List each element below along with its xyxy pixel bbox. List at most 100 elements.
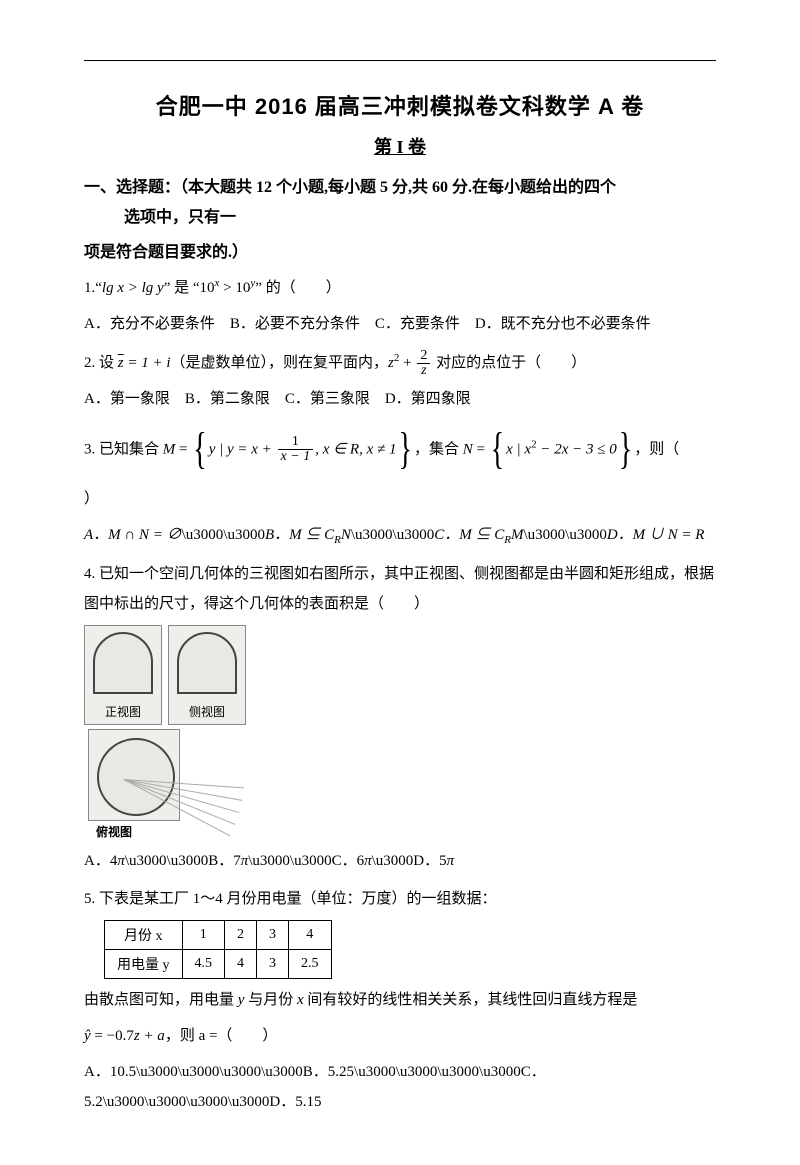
question-1: 1.“lg x > lg y” 是 “10x > 10y” 的（ ） — [84, 272, 716, 303]
q2-frac-den: z — [417, 364, 430, 378]
question-4: 4. 已知一个空间几何体的三视图如右图所示，其中正视图、侧视图都是由半圆和矩形组… — [84, 559, 716, 619]
q1-expr1: lg x > lg y — [102, 280, 164, 296]
q4-piD: π — [447, 853, 455, 869]
q4-optC: C．6 — [332, 853, 365, 869]
q5-text2: 由散点图可知，用电量 y 与月份 x 间有较好的线性相关关系，其线性回归直线方程… — [84, 985, 716, 1015]
question-5: 5. 下表是某工厂 1～4 月份用电量（单位：万度）的一组数据： — [84, 884, 716, 914]
lbrace-icon: { — [193, 405, 206, 495]
q3-optB: B．M ⊆ C — [265, 527, 334, 543]
q5-a: + a — [140, 1028, 165, 1044]
q5-optB: B．5.25 — [303, 1064, 354, 1080]
page: 合肥一中 2016 届高三冲刺模拟卷文科数学 A 卷 第 I 卷 一、选择题：（… — [0, 0, 800, 1165]
q3-frac-num: 1 — [278, 435, 314, 450]
q4-options: A．4π\u3000\u3000B．7π\u3000\u3000C．6π\u30… — [84, 846, 716, 876]
row2-header: 用电量 y — [105, 949, 183, 978]
arch-shape2-icon — [177, 632, 237, 694]
cell: 3 — [257, 949, 289, 978]
q3-post: ，则（ — [634, 441, 679, 457]
rbrace2-icon: } — [619, 405, 632, 495]
views-row1: 正视图 侧视图 — [84, 625, 716, 725]
section-requirement: 项是符合题目要求的.） — [84, 238, 716, 262]
volume-label: 第 I 卷 — [84, 133, 716, 159]
row1-header: 月份 x — [105, 920, 183, 949]
rbrace-icon: } — [398, 405, 411, 495]
q4-piC: π — [364, 853, 372, 869]
q2-plus: + — [399, 355, 415, 371]
three-views-figure: 正视图 侧视图 俯视图 — [84, 625, 716, 840]
q3-options: A．M ∩ N = ∅\u3000\u3000B．M ⊆ CRN\u3000\u… — [84, 520, 716, 551]
question-3: 3. 已知集合 M = {y | y = x + 1x − 1, x ∈ R, … — [84, 422, 716, 478]
side-view-label: 侧视图 — [169, 703, 245, 720]
question-2: 2. 设 z = 1 + i（是虚数单位），则在复平面内，z2 + 2z 对应的… — [84, 347, 716, 378]
q3-optB-sub: R — [334, 534, 341, 546]
row1-header-text: 月份 x — [124, 929, 163, 944]
front-view: 正视图 — [84, 625, 162, 725]
q3-N: N — [463, 441, 473, 457]
q3-eq: = — [175, 441, 191, 457]
q3-optC-M: M — [511, 527, 524, 543]
top-view-label: 俯视图 — [96, 823, 716, 840]
q3-eq2: = — [473, 441, 489, 457]
cell: 4.5 — [182, 949, 225, 978]
row2-header-text: 用电量 y — [117, 958, 170, 973]
q1-mid: ” 是 “ — [164, 280, 200, 296]
q2-pre: 2. 设 — [84, 355, 118, 371]
section-line1: 一、选择题：（本大题共 12 个小题,每小题 5 分,共 60 分.在每小题给出… — [84, 179, 616, 196]
front-view-label: 正视图 — [85, 703, 161, 720]
q5-table: 月份 x 1 2 3 4 用电量 y 4.5 4 3 2.5 — [104, 920, 332, 979]
lbrace2-icon: { — [491, 405, 504, 495]
q3-optA: A．M ∩ N = ∅ — [84, 527, 182, 543]
q5-t2a: 由散点图可知，用电量 — [84, 992, 238, 1008]
q2-eq: = 1 + i — [124, 355, 171, 371]
q2-post: 对应的点位于（ ） — [432, 355, 586, 371]
q3-optC-sub: R — [504, 534, 511, 546]
q3-frac: 1x − 1 — [278, 435, 314, 464]
side-view: 侧视图 — [168, 625, 246, 725]
q2-frac-num: 2 — [417, 349, 430, 364]
q3-frac-den: x − 1 — [278, 450, 314, 464]
q1-options: A．充分不必要条件 B．必要不充分条件 C．充要条件 D．既不充分也不必要条件 — [84, 309, 716, 339]
cell: 4 — [289, 920, 332, 949]
cell: 3 — [257, 920, 289, 949]
q3-pre: 3. 已知集合 — [84, 441, 163, 457]
circle-icon — [97, 738, 175, 816]
q3-mid: ，集合 — [414, 441, 463, 457]
q5-options: A．10.5\u3000\u3000\u3000\u3000B．5.25\u30… — [84, 1057, 716, 1117]
top-view — [88, 729, 180, 821]
section-line2: 选项中，只有一 — [84, 203, 716, 233]
q3-set-b: , x ∈ R, x ≠ 1 — [315, 441, 396, 457]
cell: 2 — [225, 920, 257, 949]
q4-piA: π — [117, 853, 125, 869]
q4-piB: π — [241, 853, 249, 869]
q2-mid: （是虚数单位），则在复平面内， — [171, 355, 389, 371]
q5-t3: ，则 a =（ ） — [165, 1028, 278, 1044]
cell: 1 — [182, 920, 225, 949]
q4-optA: A．4 — [84, 853, 117, 869]
q3-optD: D．M ∪ N = R — [607, 527, 705, 543]
q3-setn: x | x — [506, 441, 531, 457]
table-row: 月份 x 1 2 3 4 — [105, 920, 332, 949]
cell: 2.5 — [289, 949, 332, 978]
q5-optA: A．10.5 — [84, 1064, 136, 1080]
q2-frac: 2z — [417, 349, 430, 378]
exam-title: 合肥一中 2016 届高三冲刺模拟卷文科数学 A 卷 — [84, 89, 716, 121]
q3-optC: C．M ⊆ C — [434, 527, 504, 543]
q3-M: M — [163, 441, 176, 457]
q3-set-a: y | y = x + — [209, 441, 276, 457]
q5-eqn: ŷ = −0.7z + a，则 a =（ ） — [84, 1021, 716, 1051]
q4-optD: D．5 — [413, 853, 446, 869]
q1-post: ” 的（ ） — [255, 280, 340, 296]
q3-setn2: − 2x − 3 ≤ 0 — [537, 441, 617, 457]
q5-yhat: ŷ — [84, 1028, 91, 1044]
q4-optB: B．7 — [208, 853, 241, 869]
views-row2 — [84, 729, 254, 821]
arch-shape-icon — [93, 632, 153, 694]
table-row: 用电量 y 4.5 4 3 2.5 — [105, 949, 332, 978]
q5-x: x — [297, 992, 304, 1008]
q5-t2b: 与月份 — [244, 992, 297, 1008]
q1-gt: > 10 — [219, 280, 250, 296]
q5-coef: = −0.7 — [91, 1028, 134, 1044]
q1-ten1: 10 — [200, 280, 215, 296]
q5-optD: D．5.15 — [269, 1094, 321, 1110]
q1-pre: 1.“ — [84, 280, 102, 296]
